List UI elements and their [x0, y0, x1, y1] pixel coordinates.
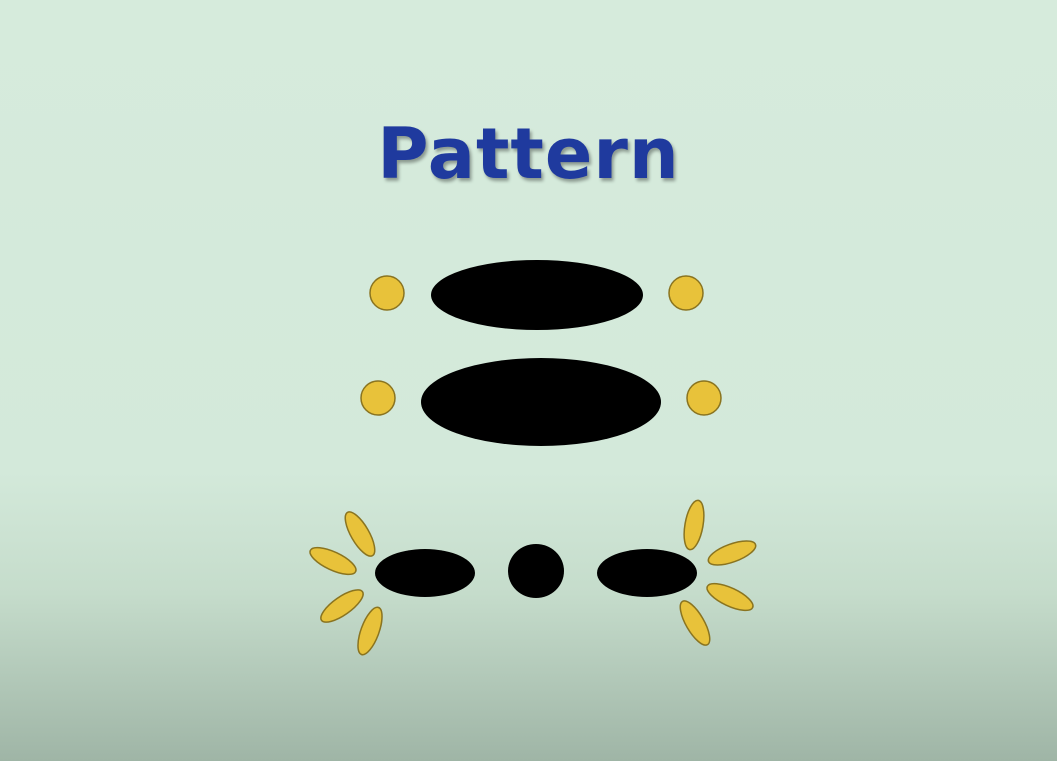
row-1 — [369, 260, 704, 330]
right-petal-4 — [679, 600, 711, 646]
left-petal-cluster — [309, 511, 383, 656]
row-2-center-ellipse — [421, 358, 661, 446]
row-3-right-ellipse — [597, 549, 697, 597]
row-1-center-ellipse — [431, 260, 643, 330]
left-petal-1 — [344, 511, 376, 557]
left-petal-4 — [357, 606, 383, 656]
left-petal-2 — [309, 546, 357, 576]
row-2-left-dot — [360, 380, 396, 416]
row-2-right-dot — [686, 380, 722, 416]
right-petal-2 — [707, 540, 757, 566]
row-1-left-dot — [369, 275, 405, 311]
row-3-center-blob — [508, 544, 564, 598]
row-1-right-dot — [668, 275, 704, 311]
row-3-left-ellipse — [375, 549, 475, 597]
slide-title: Pattern — [377, 113, 680, 195]
row-2 — [360, 358, 722, 446]
left-petal-3 — [320, 589, 364, 623]
right-petal-cluster — [679, 499, 757, 646]
row-3 — [309, 499, 757, 656]
right-petal-1 — [683, 499, 705, 551]
right-petal-3 — [706, 582, 754, 612]
